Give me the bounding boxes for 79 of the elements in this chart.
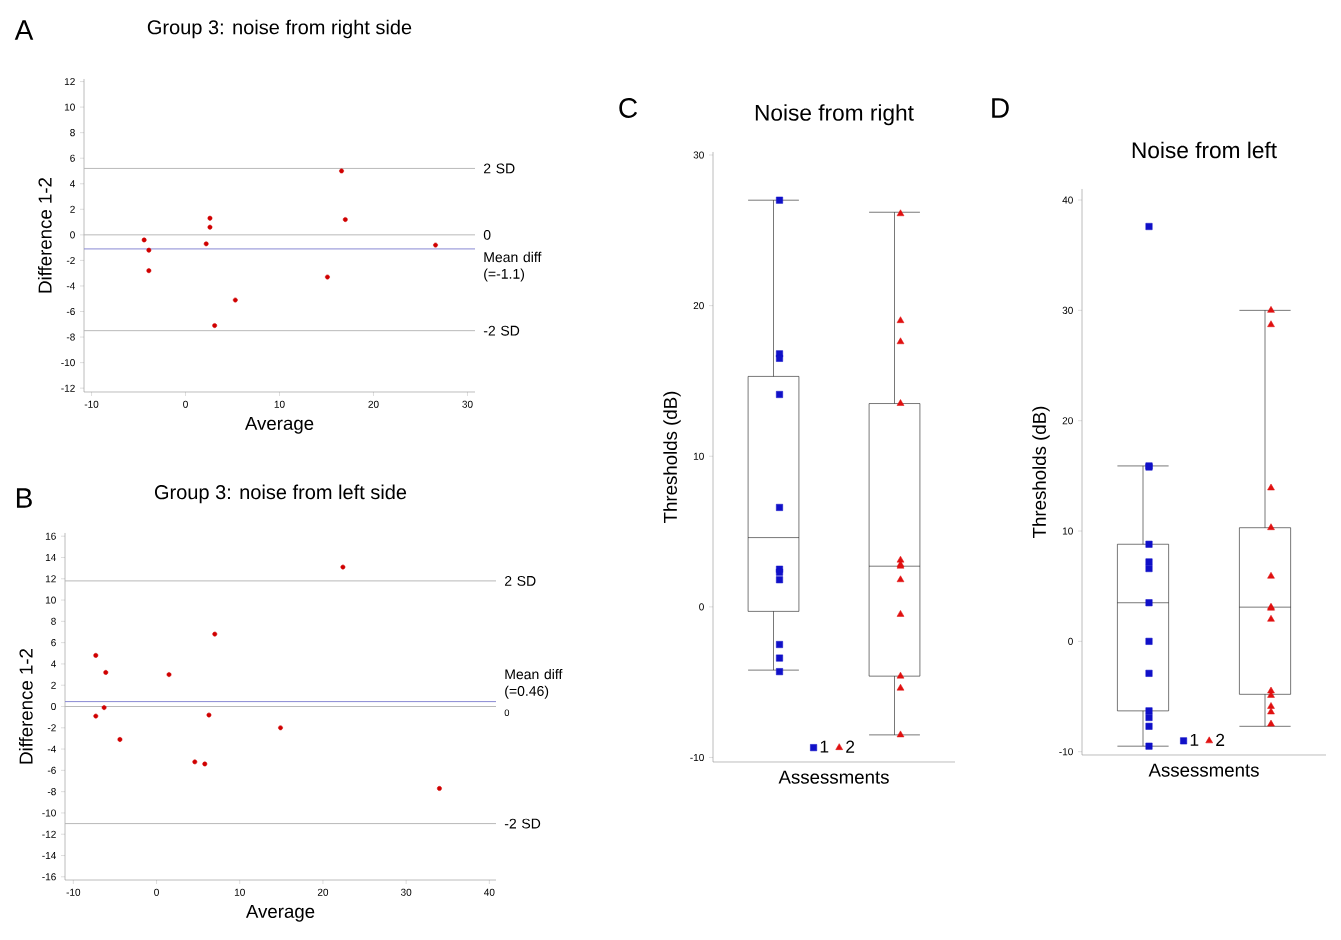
y-tick-label: 12 (64, 78, 75, 86)
y-tick-label: 2 (70, 205, 75, 213)
y-tick-label: 0 (51, 702, 56, 711)
x-tick-label: 10 (234, 888, 245, 896)
y-tick-label: -8 (66, 333, 75, 341)
x-tick-label: 0 (154, 888, 159, 896)
legend-label: 1 (820, 740, 829, 753)
y-tick-label: 0 (70, 231, 75, 239)
y-tick-label: 16 (45, 532, 56, 540)
x-tick-label: 20 (317, 888, 329, 896)
ref-line-label: -2 SD (483, 325, 520, 336)
legend-label: 2 (846, 740, 855, 753)
y-tick-label: -10 (61, 359, 75, 367)
y-tick-label: -10 (690, 753, 704, 762)
y-tick-label: 10 (693, 452, 704, 460)
y-tick-label: 40 (1062, 196, 1073, 204)
x-tick-label: -10 (84, 400, 99, 408)
y-axis-title: Difference 1-2 (37, 178, 52, 293)
y-axis-title: Thresholds (dB) (663, 391, 681, 523)
y-tick-label: 10 (45, 596, 56, 604)
x-tick-label: 30 (462, 400, 473, 408)
y-tick-label: 2 (51, 681, 56, 689)
y-axis-title: Thresholds (dB) (1032, 406, 1050, 538)
text: A (14, 20, 34, 40)
x-axis-title: Assessments (778, 770, 889, 784)
y-axis-title: Difference 1-2 (18, 649, 33, 764)
legend-label: 2 (1216, 733, 1225, 746)
text: C (619, 98, 638, 118)
ref-line-label: 0 (504, 709, 510, 717)
y-tick-label: 12 (45, 575, 56, 583)
ref-line-label: -2 SD (504, 818, 541, 829)
y-tick-label: -2 (66, 256, 75, 264)
chart-title: Noise from left (1132, 141, 1277, 159)
y-tick-label: -6 (66, 307, 75, 316)
chart-title: Group 3: noise from left side (154, 484, 407, 504)
ref-line-label: 2 SD (504, 575, 536, 586)
y-tick-label: 4 (50, 660, 56, 668)
y-tick-label: 10 (1062, 527, 1073, 535)
legend-label: 1 (1190, 733, 1199, 746)
ref-line-label: Mean diff (=-1.1) (484, 251, 542, 282)
y-tick-label: 20 (693, 302, 704, 310)
y-tick-label: 4 (69, 180, 75, 188)
y-tick-label: -14 (42, 852, 56, 859)
y-tick-label: 0 (699, 603, 704, 611)
y-tick-label: 30 (1062, 306, 1073, 314)
y-tick-label: -8 (47, 788, 56, 796)
chart-title: Noise from right (755, 104, 914, 126)
ref-line-label: 0 (483, 229, 491, 240)
y-tick-label: 6 (51, 639, 56, 647)
y-tick-label: 6 (70, 154, 75, 162)
y-tick-label: -12 (42, 830, 56, 838)
y-tick-label: 30 (693, 151, 704, 159)
y-tick-label: 0 (1068, 637, 1073, 645)
ref-line-label: 2 SD (483, 163, 515, 174)
chart-title: Group 3: noise from right side (147, 19, 412, 39)
y-tick-label: -12 (61, 384, 75, 392)
y-tick-label: -2 (47, 724, 56, 732)
x-tick-label: 30 (400, 888, 412, 896)
y-tick-label: 8 (51, 617, 56, 625)
text: D (992, 98, 1009, 118)
x-tick-label: 0 (183, 400, 188, 408)
y-tick-label: 14 (45, 554, 56, 561)
y-tick-label: 10 (64, 103, 75, 111)
ref-line-label: Mean diff (=0.46) (505, 668, 563, 699)
x-tick-label: 20 (368, 400, 379, 408)
text: B (16, 488, 32, 508)
y-tick-label: -4 (47, 745, 56, 753)
x-tick-label: 40 (484, 888, 495, 896)
y-tick-label: 8 (70, 129, 75, 137)
x-axis-title: Average (244, 416, 314, 434)
x-axis-title: Assessments (1148, 763, 1259, 777)
x-axis-title: Average (245, 904, 315, 922)
y-tick-label: -10 (1059, 748, 1073, 756)
y-tick-label: -6 (47, 766, 56, 774)
y-tick-label: -4 (66, 282, 75, 290)
y-tick-label: -10 (42, 809, 56, 817)
y-tick-label: 20 (1062, 417, 1073, 425)
y-tick-label: -16 (42, 873, 56, 881)
x-tick-label: 10 (274, 400, 285, 408)
